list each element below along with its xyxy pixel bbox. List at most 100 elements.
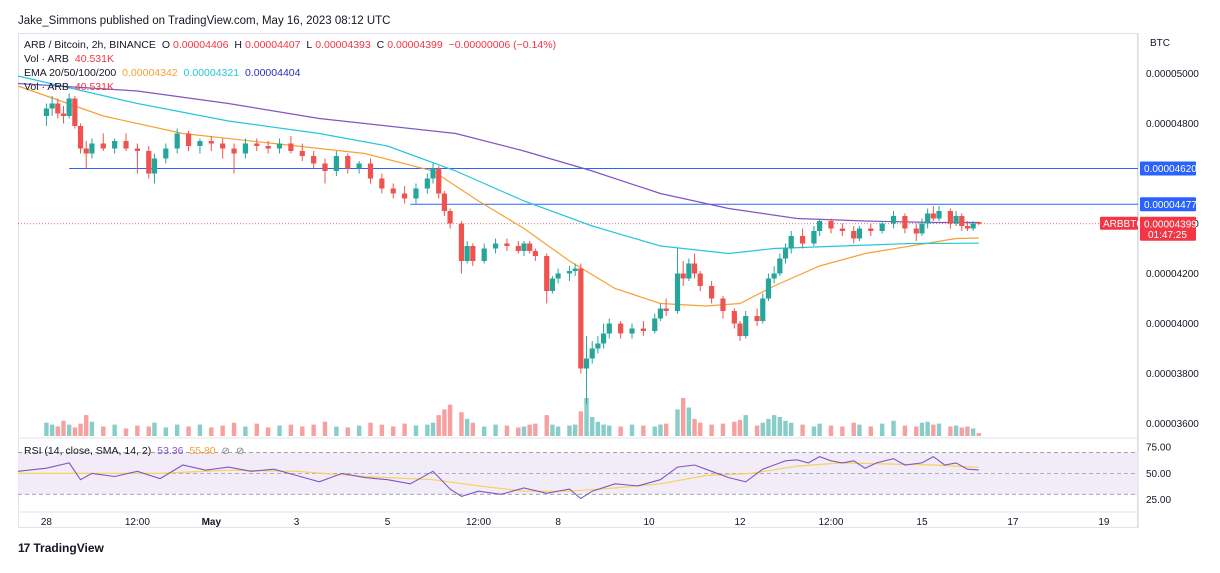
- symbol-badge-text: ARBBTC: [1103, 219, 1144, 230]
- eye-icon[interactable]: ⊘: [221, 446, 230, 457]
- eye-icon[interactable]: ⊘: [235, 446, 245, 457]
- volume-bar: [220, 425, 225, 436]
- volume-bar: [629, 424, 635, 436]
- candle-body: [367, 163, 374, 179]
- candle-body: [163, 148, 169, 159]
- volume-bar: [754, 425, 760, 436]
- candle-body: [851, 231, 857, 239]
- volume-bar: [652, 426, 657, 436]
- candle-body: [413, 188, 419, 199]
- volume-bar: [607, 425, 612, 436]
- legend-ema-200: 0.00004404: [244, 67, 301, 79]
- volume-bar: [493, 424, 498, 436]
- candle-body: [566, 271, 573, 274]
- time-axis-tick: 3: [294, 517, 300, 528]
- volume-bar: [777, 417, 783, 436]
- candle-body: [521, 243, 527, 251]
- volume-bar: [732, 421, 737, 436]
- candle-body: [691, 263, 698, 274]
- candle-body: [663, 308, 669, 311]
- candle-body: [544, 256, 550, 291]
- candle-body: [640, 328, 646, 331]
- volume-bar: [277, 425, 282, 436]
- volume-bar: [919, 422, 925, 436]
- rsi-axis-tick: 25.00: [1146, 495, 1171, 506]
- volume-bar: [243, 426, 248, 436]
- candle-body: [777, 258, 783, 274]
- volume-bar: [464, 418, 470, 436]
- candle-body: [134, 148, 140, 151]
- candle-body: [231, 148, 237, 154]
- volume-bar: [879, 423, 885, 436]
- legend-h-label: H: [234, 39, 242, 51]
- legend-rsi-sma: 55.80: [189, 445, 216, 457]
- candle-body: [782, 248, 789, 259]
- time-axis-tick: 12:00: [466, 517, 491, 528]
- volume-bar: [925, 421, 930, 436]
- level-price-label: 0.00004620: [1144, 164, 1197, 175]
- candle-body: [89, 143, 95, 154]
- volume-bar: [527, 424, 532, 436]
- candle-body: [930, 213, 936, 219]
- volume-bar: [78, 423, 83, 436]
- volume-bar: [680, 398, 686, 436]
- candle-body: [123, 141, 129, 149]
- candle-body: [333, 156, 339, 171]
- candle-body: [492, 243, 499, 249]
- candle-body: [828, 221, 834, 229]
- candle-body: [345, 156, 351, 169]
- candle-body: [72, 98, 78, 126]
- volume-bar: [49, 424, 55, 436]
- volume-bar: [970, 428, 976, 436]
- candle-body: [606, 323, 612, 334]
- time-axis-tick: 5: [385, 517, 391, 528]
- time-axis-tick: 28: [41, 517, 53, 528]
- candle-body: [185, 133, 192, 146]
- candle-body: [856, 228, 863, 239]
- candle-body: [464, 246, 470, 261]
- tradingview-name: TradingView: [33, 541, 104, 555]
- volume-bar: [891, 420, 896, 436]
- level-price-label: 0.00004477: [1144, 200, 1197, 211]
- legend-low: 0.00004393: [315, 39, 371, 51]
- volume-bar: [851, 422, 856, 436]
- legend-vol-label: Vol · ARB: [24, 53, 69, 65]
- candle-body: [771, 273, 777, 279]
- candle-body: [674, 273, 681, 311]
- candle-body: [208, 141, 214, 144]
- level-price-badge: [1140, 161, 1196, 176]
- volume-bar: [186, 426, 191, 436]
- candle-body: [709, 286, 715, 299]
- candle-body: [913, 228, 919, 234]
- legend-vol2-value: 40.531K: [74, 81, 114, 93]
- candle-body: [146, 151, 152, 174]
- volume-bar: [965, 426, 970, 436]
- time-axis-tick: 12: [734, 517, 746, 528]
- last-price-value: 0.00004399: [1144, 219, 1197, 230]
- volume-bar: [709, 424, 714, 436]
- volume-bar: [55, 426, 60, 436]
- volume-bar: [601, 424, 606, 436]
- time-axis-tick: 19: [1098, 517, 1110, 528]
- volume-bar: [800, 424, 805, 436]
- legend-c-label: C: [376, 39, 385, 51]
- rsi-line: [17, 455, 979, 500]
- candle-body: [743, 316, 749, 336]
- candle-body: [902, 216, 908, 229]
- candle-body: [447, 211, 453, 224]
- candle-body: [600, 333, 607, 344]
- volume-bar: [265, 427, 271, 436]
- candle-body: [618, 323, 624, 334]
- ema-line: [17, 75, 979, 255]
- legend-symbol[interactable]: ARB / Bitcoin, 2h, BINANCE: [24, 39, 156, 51]
- legend-volume: Vol · ARB 40.531K: [24, 53, 117, 65]
- volume-bar: [481, 426, 487, 436]
- legend-rsi-label: RSI (14, close, SMA, 14, 2): [24, 445, 152, 457]
- price-axis-currency: BTC: [1150, 38, 1170, 49]
- time-axis-tick: May: [202, 517, 222, 528]
- volume-bar: [953, 425, 959, 436]
- candle-body: [242, 143, 249, 154]
- volume-bar: [868, 426, 873, 436]
- last-price-badge: [1140, 216, 1196, 241]
